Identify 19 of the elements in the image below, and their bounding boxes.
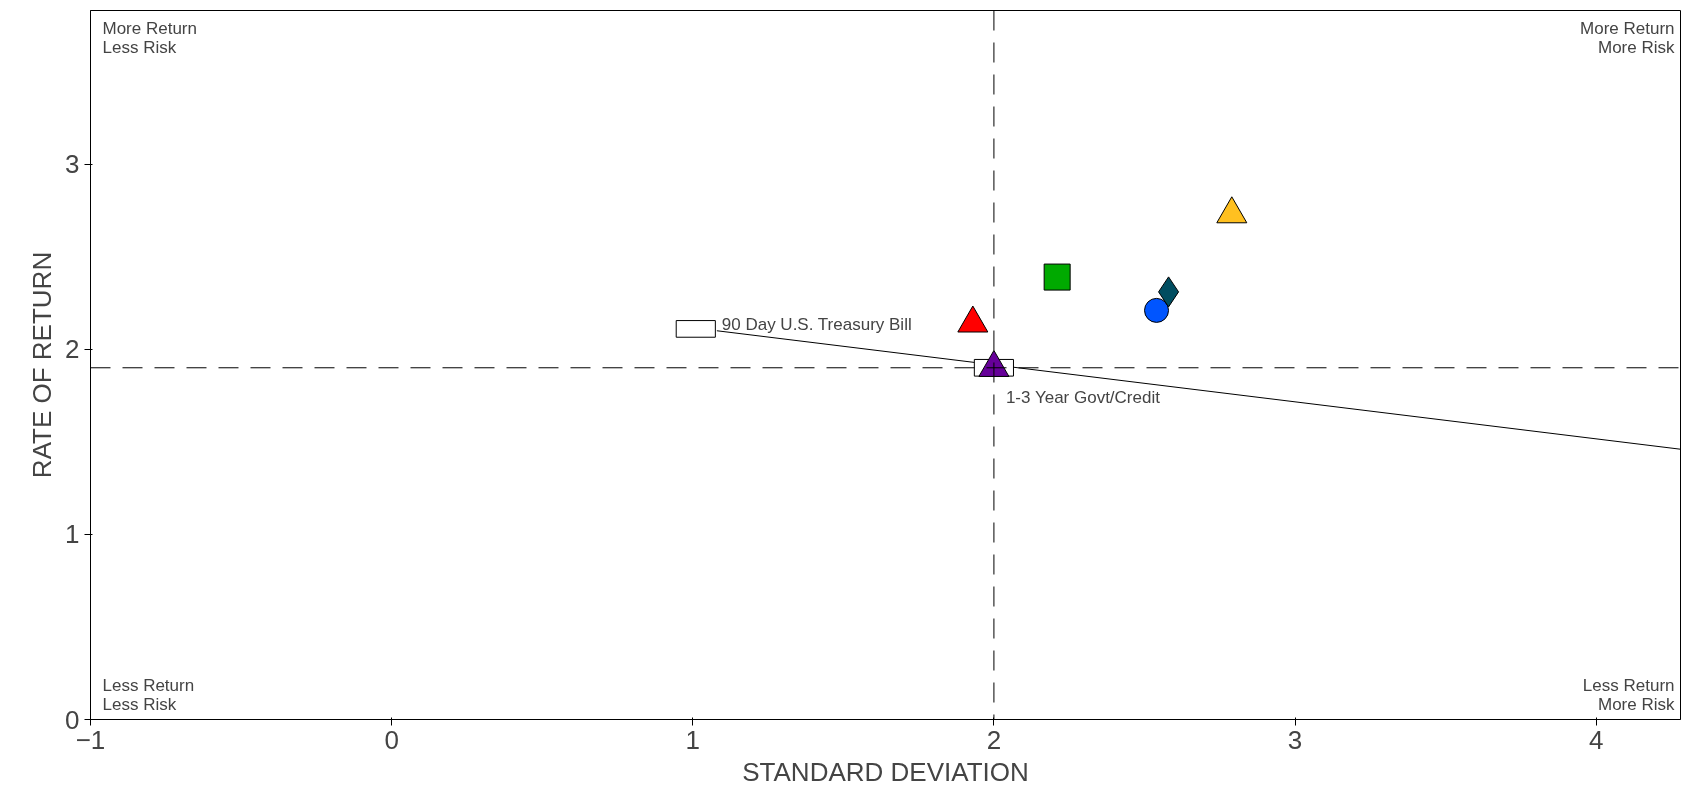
annotation: Less Return Less Risk [102,675,195,714]
x-axis-title: STANDARD DEVIATION [742,756,1029,787]
point [1043,263,1071,291]
x-tick-label: 1 [685,724,701,755]
y-tick-label: 3 [65,149,80,180]
annotation: More Return More Risk [1580,18,1675,57]
annotation: Less Return More Risk [1582,675,1675,714]
y-tick-label: 1 [65,519,80,550]
y-axis-title: RATE OF RETURN [27,251,58,479]
annotation: 1-3 Year Govt/Credit [1005,388,1161,408]
y-tick-label: 0 [65,704,80,735]
x-tick-label: 4 [1588,724,1604,755]
annotation: More Return Less Risk [102,18,197,57]
x-tick-label: 0 [384,724,399,755]
y-tick-label: 2 [65,334,80,365]
x-tick-label: 3 [1287,724,1303,755]
x-tick-label: 2 [986,724,1002,755]
annotation: 90 Day U.S. Treasury Bill [721,315,912,335]
point [1144,297,1170,323]
